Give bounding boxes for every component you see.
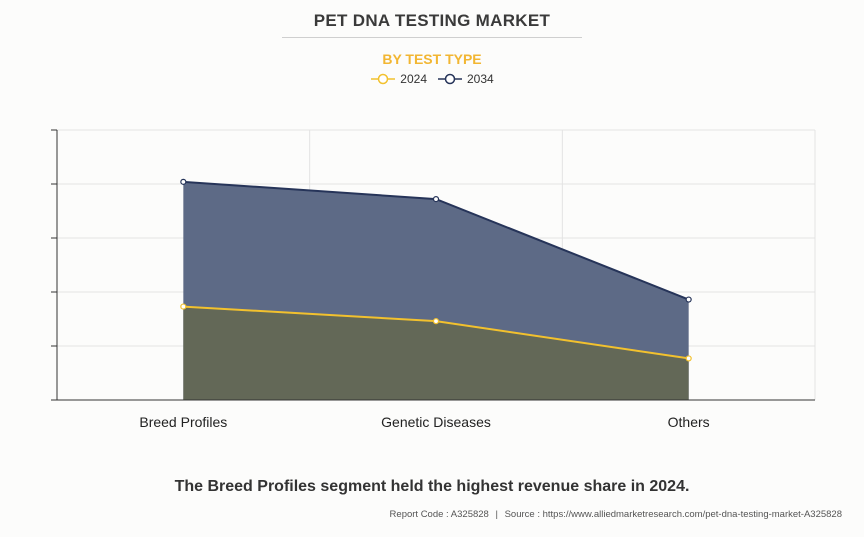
summary-headline: The Breed Profiles segment held the high…	[0, 478, 864, 496]
series-areas	[183, 182, 688, 400]
point-2034-1	[434, 197, 439, 202]
point-2034-0	[181, 179, 186, 184]
x-tick-label: Breed Profiles	[139, 414, 227, 430]
point-2034-2	[686, 297, 691, 302]
report-code: Report Code : A325828	[390, 509, 489, 520]
source-footer: Report Code : A325828 | Source : https:/…	[390, 509, 842, 520]
source-link[interactable]: Source : https://www.alliedmarketresearc…	[505, 509, 842, 520]
x-tick-label: Genetic Diseases	[381, 414, 491, 430]
point-2024-0	[181, 304, 186, 309]
point-2024-2	[686, 356, 691, 361]
point-2024-1	[434, 319, 439, 324]
x-tick-label: Others	[668, 414, 710, 430]
footer-separator: |	[495, 509, 497, 520]
x-axis-labels: Breed Profiles Genetic Diseases Others	[139, 414, 709, 430]
